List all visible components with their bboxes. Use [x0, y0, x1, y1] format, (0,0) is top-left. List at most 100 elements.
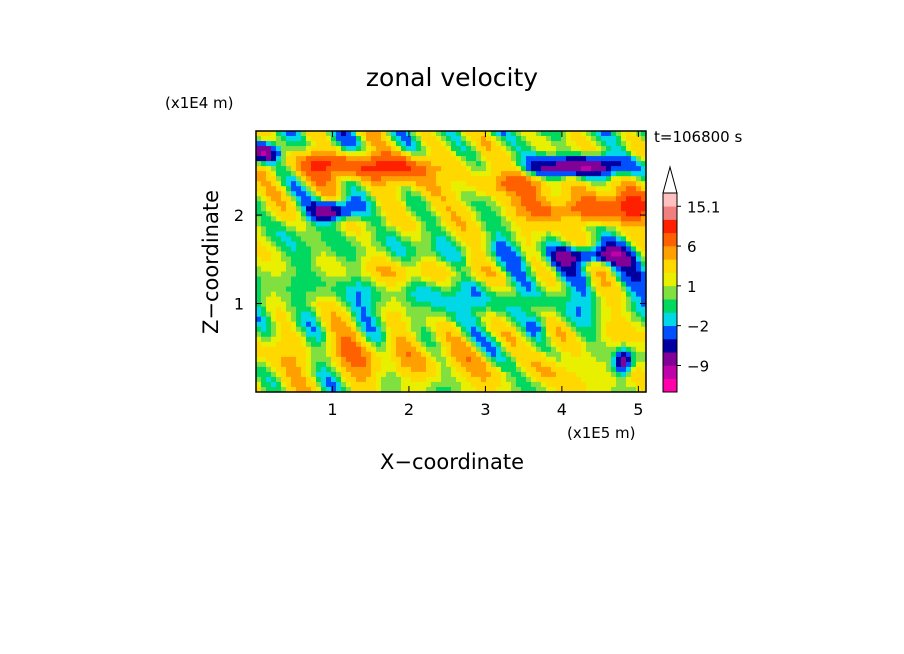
heatmap-cell: [411, 201, 417, 207]
heatmap-cell: [451, 191, 457, 197]
heatmap-cell: [356, 251, 362, 258]
heatmap-cell: [446, 371, 452, 378]
heatmap-cell: [411, 381, 417, 388]
heatmap-cell: [456, 166, 462, 172]
heatmap-cell: [336, 261, 342, 268]
heatmap-cell: [466, 191, 472, 197]
heatmap-cell: [436, 326, 442, 333]
heatmap-cell: [361, 261, 367, 268]
heatmap-cell: [426, 326, 432, 333]
heatmap-cell: [306, 211, 312, 217]
heatmap-cell: [341, 301, 347, 308]
heatmap-cell: [641, 211, 646, 217]
heatmap-cell: [486, 136, 492, 142]
heatmap-cell: [521, 176, 527, 182]
heatmap-cell: [376, 226, 382, 232]
heatmap-cell: [606, 291, 612, 298]
heatmap-cell: [541, 311, 547, 318]
heatmap-cell: [561, 276, 567, 283]
heatmap-cell: [596, 356, 602, 363]
heatmap-cell: [451, 291, 457, 298]
heatmap-cell: [286, 166, 292, 172]
heatmap-cell: [366, 386, 372, 392]
heatmap-cell: [601, 266, 607, 273]
heatmap-cell: [391, 246, 397, 253]
heatmap-cell: [376, 271, 382, 278]
heatmap-cell: [411, 276, 417, 283]
heatmap-cell: [591, 326, 597, 333]
heatmap-cell: [496, 311, 502, 318]
heatmap-cell: [476, 316, 482, 323]
heatmap-cell: [456, 346, 462, 353]
heatmap-cell: [531, 221, 537, 227]
heatmap-cell: [641, 366, 646, 373]
heatmap-cell: [391, 206, 397, 212]
heatmap-cell: [376, 321, 382, 328]
heatmap-cell: [326, 201, 332, 207]
heatmap-cell: [281, 211, 287, 217]
heatmap-cell: [416, 281, 422, 288]
heatmap-cell: [426, 311, 432, 318]
heatmap-cell: [491, 336, 497, 343]
heatmap-cell: [256, 351, 262, 358]
heatmap-cell: [336, 156, 342, 162]
heatmap-cell: [391, 321, 397, 328]
heatmap-cell: [331, 326, 337, 333]
heatmap-cell: [261, 266, 267, 273]
heatmap-cell: [276, 236, 282, 243]
heatmap-cell: [596, 251, 602, 258]
colorbar-band: [663, 338, 677, 353]
heatmap-cell: [291, 296, 297, 303]
heatmap-cell: [591, 201, 597, 207]
heatmap-cell: [611, 206, 617, 212]
heatmap-cell: [426, 226, 432, 232]
heatmap-cell: [561, 311, 567, 318]
heatmap-cell: [581, 151, 587, 157]
heatmap-cell: [571, 321, 577, 328]
heatmap-cell: [541, 236, 547, 243]
heatmap-cell: [636, 286, 642, 293]
heatmap-cell: [346, 151, 352, 157]
heatmap-cell: [311, 246, 317, 253]
x-axis-label: X−coordinate: [380, 450, 524, 474]
heatmap-cell: [546, 291, 552, 298]
heatmap-cell: [466, 216, 472, 222]
heatmap-cell: [406, 331, 412, 338]
heatmap-cell: [506, 311, 512, 318]
heatmap-cell: [506, 146, 512, 152]
heatmap-cell: [291, 301, 297, 308]
heatmap-cell: [461, 326, 467, 333]
heatmap-cell: [516, 356, 522, 363]
heatmap-cell: [626, 326, 632, 333]
heatmap-cell: [641, 261, 646, 268]
heatmap-cell: [566, 131, 572, 137]
heatmap-cell: [566, 276, 572, 283]
heatmap-cell: [366, 296, 372, 303]
heatmap-cell: [371, 356, 377, 363]
heatmap-cell: [506, 301, 512, 308]
heatmap-cell: [411, 271, 417, 278]
heatmap-cell: [626, 141, 632, 147]
heatmap-cell: [451, 276, 457, 283]
heatmap-cell: [581, 171, 587, 177]
heatmap-cell: [256, 146, 262, 152]
heatmap-cell: [511, 251, 517, 258]
heatmap-cell: [346, 271, 352, 278]
heatmap-cell: [511, 241, 517, 248]
heatmap-cell: [301, 236, 307, 243]
heatmap-cell: [541, 211, 547, 217]
heatmap-cell: [296, 311, 302, 318]
heatmap-cell: [496, 351, 502, 358]
heatmap-cell: [371, 336, 377, 343]
heatmap-cell: [621, 376, 627, 383]
heatmap-cell: [611, 136, 617, 142]
heatmap-cell: [551, 291, 557, 298]
heatmap-cell: [571, 176, 577, 182]
heatmap-cell: [306, 236, 312, 243]
heatmap-cell: [406, 146, 412, 152]
heatmap-cell: [311, 336, 317, 343]
heatmap-cell: [351, 286, 357, 293]
heatmap-cell: [296, 131, 302, 137]
heatmap-cell: [511, 261, 517, 268]
heatmap-cell: [511, 296, 517, 303]
